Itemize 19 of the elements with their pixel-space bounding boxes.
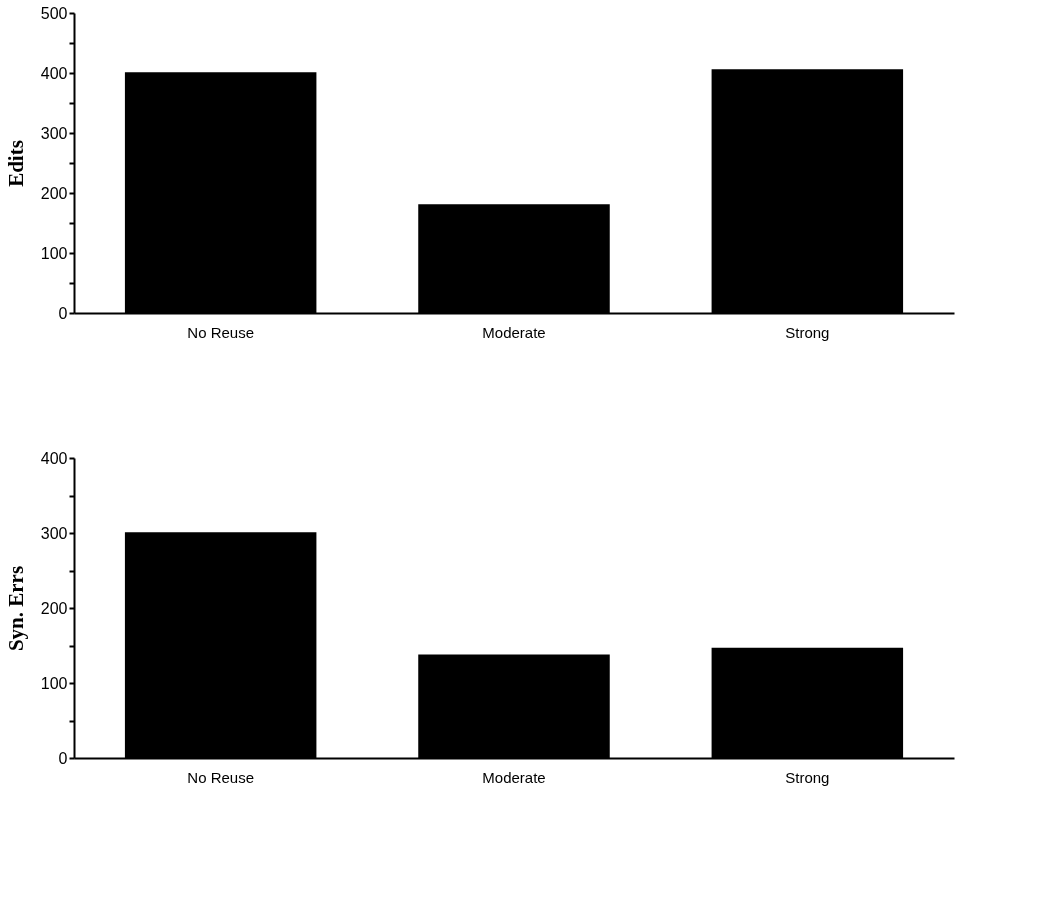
y-tick-label: 500 <box>40 4 68 22</box>
x-tick-label: No Reuse <box>187 323 255 341</box>
y-tick-label: 0 <box>58 304 68 322</box>
y-tick-label: 300 <box>40 124 68 142</box>
y-tick-label: 200 <box>40 184 68 202</box>
y-tick-label: 100 <box>40 244 68 262</box>
x-tick-label: Strong <box>785 768 830 786</box>
x-tick-label: Moderate <box>482 323 546 341</box>
x-tick-label: Moderate <box>482 768 546 786</box>
y-tick-label: 400 <box>40 449 68 467</box>
y-tick-label: 400 <box>40 64 68 82</box>
y-tick-label: 200 <box>40 599 68 617</box>
y-tick-label: 300 <box>40 524 68 542</box>
y-tick-label: 100 <box>40 674 68 692</box>
x-tick-label: Strong <box>785 323 830 341</box>
y-axis-title: Syn. Errs <box>3 565 28 652</box>
y-tick-label: 0 <box>58 749 68 767</box>
x-tick-label: No Reuse <box>187 768 255 786</box>
y-axis-title: Edits <box>3 140 28 187</box>
